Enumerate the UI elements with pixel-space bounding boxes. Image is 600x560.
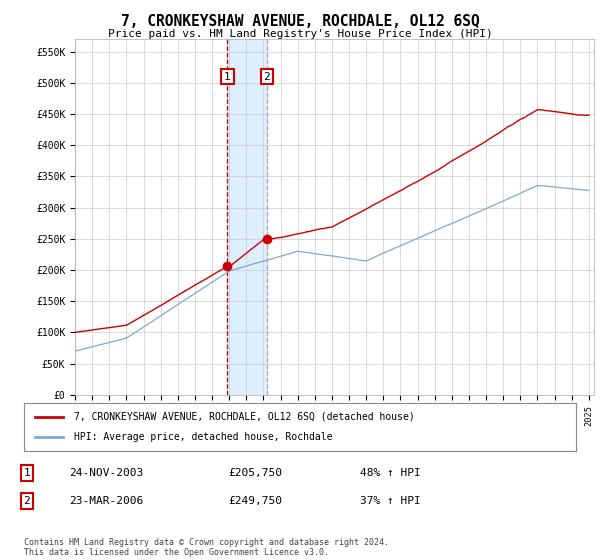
Text: 24-NOV-2003: 24-NOV-2003 [69, 468, 143, 478]
Text: 1: 1 [23, 468, 31, 478]
Text: 7, CRONKEYSHAW AVENUE, ROCHDALE, OL12 6SQ (detached house): 7, CRONKEYSHAW AVENUE, ROCHDALE, OL12 6S… [74, 412, 415, 422]
Text: Price paid vs. HM Land Registry's House Price Index (HPI): Price paid vs. HM Land Registry's House … [107, 29, 493, 39]
Text: 48% ↑ HPI: 48% ↑ HPI [360, 468, 421, 478]
Bar [227, 39, 267, 395]
Text: 2: 2 [263, 72, 270, 82]
Text: 7, CRONKEYSHAW AVENUE, ROCHDALE, OL12 6SQ: 7, CRONKEYSHAW AVENUE, ROCHDALE, OL12 6S… [121, 14, 479, 29]
Text: 23-MAR-2006: 23-MAR-2006 [69, 496, 143, 506]
Text: 37% ↑ HPI: 37% ↑ HPI [360, 496, 421, 506]
Text: Contains HM Land Registry data © Crown copyright and database right 2024.
This d: Contains HM Land Registry data © Crown c… [24, 538, 389, 557]
Text: 2: 2 [23, 496, 31, 506]
Text: £205,750: £205,750 [228, 468, 282, 478]
Text: HPI: Average price, detached house, Rochdale: HPI: Average price, detached house, Roch… [74, 432, 332, 442]
Text: £249,750: £249,750 [228, 496, 282, 506]
Text: 1: 1 [224, 72, 231, 82]
